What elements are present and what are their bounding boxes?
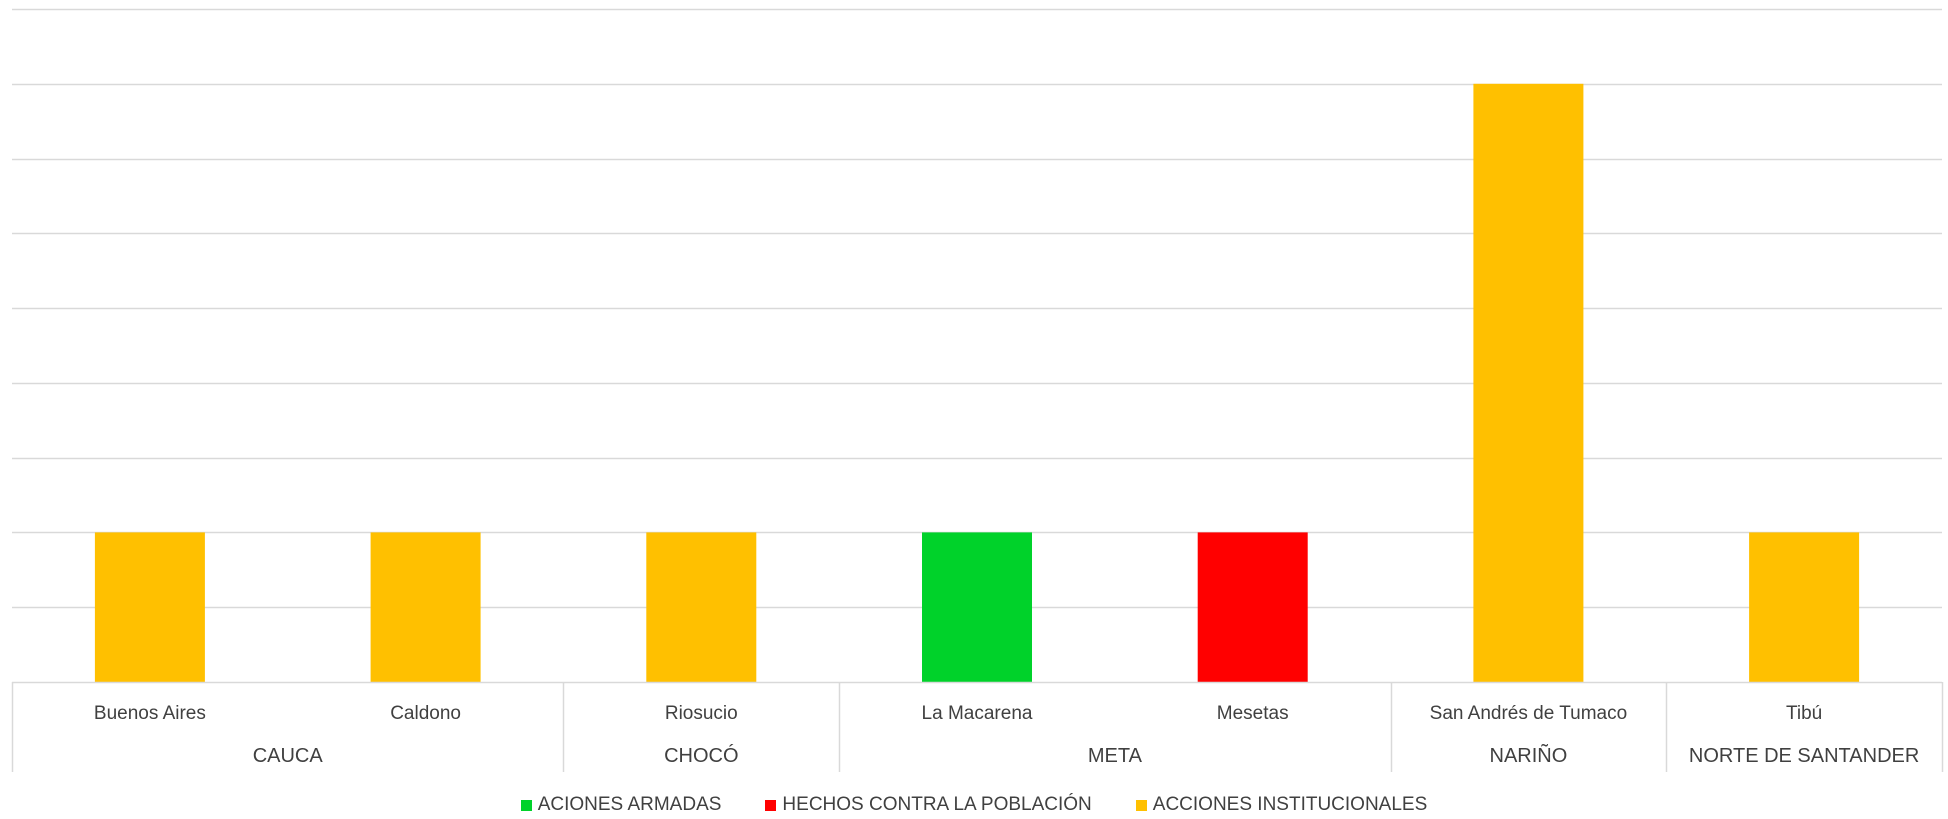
- legend-label: ACIONES ARMADAS: [537, 794, 722, 815]
- legend-label: ACCIONES INSTITUCIONALES: [1152, 794, 1428, 815]
- x-group-label: CHOCÓ: [664, 744, 738, 767]
- bar: [370, 532, 481, 682]
- legend-swatch: [520, 799, 532, 811]
- bar: [1749, 532, 1860, 682]
- x-tick-label: San Andrés de Tumaco: [1430, 703, 1628, 724]
- bar: [1473, 83, 1584, 683]
- x-tick-label: Buenos Aires: [94, 703, 206, 724]
- x-group-label: CAUCA: [253, 745, 324, 767]
- legend-swatch: [1135, 799, 1147, 811]
- legend-label: HECHOS CONTRA LA POBLACIÓN: [782, 794, 1092, 815]
- legend-item: ACIONES ARMADAS: [520, 794, 722, 816]
- legend-item: ACCIONES INSTITUCIONALES: [1135, 794, 1428, 816]
- legend-swatch: [765, 799, 777, 811]
- x-tick-label: Mesetas: [1217, 703, 1289, 724]
- chart-legend: ACIONES ARMADAS HECHOS CONTRA LA POBLACIÓ…: [0, 792, 1948, 818]
- bar: [646, 532, 757, 682]
- x-tick-label: Riosucio: [665, 703, 738, 724]
- bar: [94, 532, 205, 682]
- x-tick-label: Caldono: [390, 703, 461, 724]
- chart-plot: Buenos Aires Caldono Riosucio La Macarena Me…: [11, 8, 1944, 772]
- bar: [922, 532, 1032, 682]
- bar: [1197, 532, 1308, 682]
- x-tick-label: Tibú: [1786, 703, 1822, 724]
- x-group-label: META: [1088, 745, 1143, 767]
- x-group-label: NORTE DE SANTANDER: [1689, 745, 1919, 767]
- x-tick-label: La Macarena: [922, 703, 1033, 724]
- legend-item: HECHOS CONTRA LA POBLACIÓN: [765, 794, 1092, 816]
- x-group-label: NARIÑO: [1490, 743, 1568, 767]
